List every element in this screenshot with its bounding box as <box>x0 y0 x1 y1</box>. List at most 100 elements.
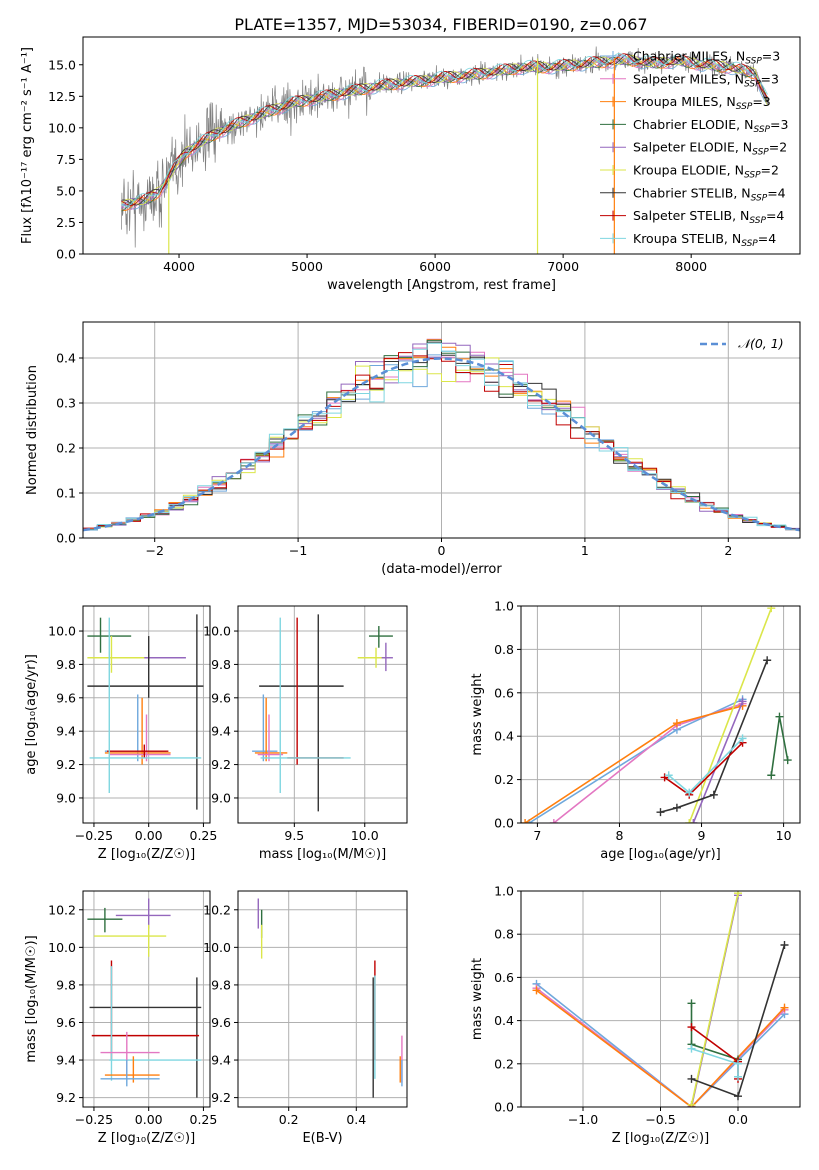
legend-label: Kroupa STELIB, NSSP=4 <box>633 231 776 249</box>
weight-point-marker <box>685 819 694 823</box>
axes-frame <box>82 36 801 255</box>
plot-area <box>83 338 800 532</box>
weight-point-marker <box>780 1003 789 1012</box>
plot-area <box>87 898 202 1098</box>
weight-series-line <box>536 987 786 1107</box>
axes-frame <box>237 605 408 824</box>
spectrum-legend: Chabrier MILES, NSSP=3 Salpeter MILES, NS… <box>600 49 788 249</box>
x-tick-label: −0.5 <box>645 1112 675 1127</box>
y-tick-label: 1.0 <box>494 599 514 614</box>
y-tick-label: 9.6 <box>211 690 231 705</box>
errorbar-point <box>381 642 393 672</box>
weight-point-marker <box>763 656 772 665</box>
weight-series-line <box>528 698 743 823</box>
y-tick-label: 9.0 <box>56 790 76 805</box>
weight-point-marker <box>780 941 789 949</box>
weight-point-marker <box>660 773 669 782</box>
x-tick-label: 10 <box>776 828 792 843</box>
weight-point-marker <box>734 891 742 898</box>
x-tick-label: −0.25 <box>75 828 113 843</box>
weight-series-line <box>692 701 744 823</box>
plot-area <box>87 614 204 810</box>
errorbar-point <box>368 626 393 648</box>
x-axis-label: (data-model)/error <box>381 562 502 577</box>
errorbar-point <box>259 614 344 812</box>
y-tick-label: 9.8 <box>56 657 76 672</box>
panels: 4000 5000 6000 7000 80000.02.55.07.510.012.5… <box>20 36 801 1146</box>
errorbar-point <box>252 694 278 762</box>
errorbar-point <box>100 1031 160 1079</box>
panel-residuals: −2 −1 0 1 2 0.0 0.1 0.2 0.3 0.4 (data-model)/error… <box>25 321 801 577</box>
weight-point-marker <box>734 1092 742 1101</box>
legend-label: Salpeter STELIB, NSSP=4 <box>633 208 784 226</box>
axes-frame <box>82 890 211 1108</box>
y-axis-label: age [log₁₀(age/yr)] <box>24 654 39 775</box>
panel-age_vs_Z: −0.25 0.00 0.25 9.0 9.2 9.4 9.6 9.8 10.0 Z [log₁₀… <box>24 605 217 862</box>
y-tick-label: 0.4 <box>494 1013 514 1028</box>
legend-label: 𝒩(0, 1) <box>738 336 784 351</box>
weight-series-line <box>660 660 768 813</box>
legend-label: Salpeter ELODIE, NSSP=2 <box>633 140 787 158</box>
errorbar-point <box>107 744 169 758</box>
weight-point-marker <box>689 819 698 823</box>
x-tick-label: 4000 <box>163 259 195 274</box>
model-spectrum-line <box>121 56 768 209</box>
weight-point-marker <box>734 1072 742 1081</box>
y-tick-label: 2.5 <box>56 215 76 230</box>
errorbar-point <box>87 636 204 698</box>
y-tick-label: 9.2 <box>211 1090 231 1105</box>
residual-legend: 𝒩(0, 1) <box>700 336 784 351</box>
errorbar-point <box>144 654 186 662</box>
y-tick-label: 10.0 <box>203 624 231 639</box>
y-tick-label: 0.6 <box>494 685 514 700</box>
panel-age_vs_mass: 9.5 10.0 9.0 9.2 9.4 9.6 9.8 10.0 mass [log₁₀(M/… <box>203 605 408 862</box>
grid <box>238 891 407 1107</box>
x-tick-label: −1.0 <box>568 1112 598 1127</box>
weight-series-line <box>690 893 739 1105</box>
model-spectrum-line <box>121 53 768 206</box>
x-axis-label: mass [log₁₀(M/M☉)] <box>259 847 386 862</box>
y-tick-label: 10.2 <box>203 902 231 917</box>
y-tick-label: 9.4 <box>56 724 76 739</box>
x-tick-label: −1 <box>289 543 307 558</box>
weight-point-marker <box>656 808 665 817</box>
y-axis-label: mass weight <box>470 673 485 755</box>
y-tick-label: 5.0 <box>56 183 76 198</box>
y-tick-label: 10.0 <box>48 940 76 955</box>
plot-area <box>121 46 769 254</box>
x-tick-label: 1 <box>581 543 589 558</box>
y-tick-label: 0.3 <box>56 396 76 411</box>
y-tick-label: 0.6 <box>494 970 514 985</box>
errorbar-point <box>109 714 171 762</box>
errorbar-point <box>100 1060 160 1087</box>
x-tick-label: −2 <box>145 543 163 558</box>
y-tick-label: 9.6 <box>56 1015 76 1030</box>
y-tick-label: 10.2 <box>48 902 76 917</box>
errorbar-point <box>87 636 149 673</box>
grid <box>521 605 800 824</box>
panel-spectrum: 4000 5000 6000 7000 8000 0.0 2.5 5.0 7.5 10.0 12.5… <box>20 36 801 293</box>
weight-point-marker <box>521 819 530 823</box>
weight-point-marker <box>738 734 747 743</box>
plot-area <box>252 614 393 812</box>
x-axis-label: E(B-V) <box>302 1131 342 1146</box>
x-tick-label: 8000 <box>675 259 707 274</box>
y-tick-label: 0.8 <box>494 927 514 942</box>
x-axis-label: wavelength [Angstrom, rest frame] <box>327 278 556 293</box>
y-tick-label: 1.0 <box>494 884 514 899</box>
x-tick-label: 2 <box>724 543 732 558</box>
x-tick-label: 9.5 <box>284 828 304 843</box>
plot-area <box>521 606 792 823</box>
y-tick-label: 9.0 <box>211 790 231 805</box>
weight-series-line <box>668 737 744 794</box>
y-axis-label: mass [log₁₀(M/M☉)] <box>24 935 39 1062</box>
residual-histogram-step <box>83 352 800 531</box>
errorbar-point <box>109 966 202 1081</box>
grid <box>521 890 800 1108</box>
x-axis-label: Z [log₁₀(Z/Z☉)] <box>612 1131 709 1146</box>
y-tick-label: 9.8 <box>56 977 76 992</box>
y-axis-label: Flux [fλ10⁻¹⁷ erg cm⁻² s⁻¹ A⁻¹] <box>20 47 35 244</box>
y-tick-label: 0.4 <box>494 729 514 744</box>
x-tick-label: 7000 <box>547 259 579 274</box>
y-tick-label: 9.4 <box>211 1053 231 1068</box>
